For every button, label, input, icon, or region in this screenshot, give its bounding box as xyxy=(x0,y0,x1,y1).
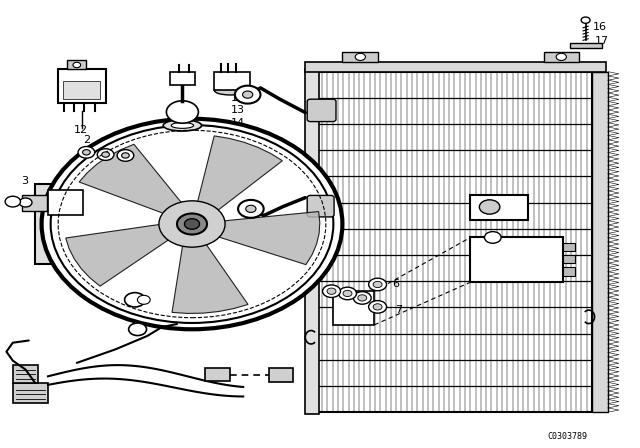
Circle shape xyxy=(373,304,382,310)
Ellipse shape xyxy=(163,120,202,131)
Polygon shape xyxy=(79,144,188,218)
Polygon shape xyxy=(207,211,320,265)
Circle shape xyxy=(327,288,336,294)
Circle shape xyxy=(5,196,20,207)
Bar xyxy=(305,69,319,414)
Circle shape xyxy=(238,200,264,218)
FancyBboxPatch shape xyxy=(307,99,336,121)
Bar xyxy=(67,60,86,69)
Ellipse shape xyxy=(214,86,246,95)
Circle shape xyxy=(102,152,109,157)
Circle shape xyxy=(243,91,253,98)
Circle shape xyxy=(159,201,225,247)
Text: 13: 13 xyxy=(230,105,244,115)
Bar xyxy=(333,291,374,325)
Bar xyxy=(563,267,575,276)
Circle shape xyxy=(339,287,356,300)
Circle shape xyxy=(479,200,500,214)
Text: 8: 8 xyxy=(372,300,380,310)
Bar xyxy=(205,368,230,381)
Bar xyxy=(13,383,48,403)
Bar xyxy=(63,81,100,99)
Circle shape xyxy=(78,146,95,158)
Circle shape xyxy=(166,101,198,123)
Text: C0303789: C0303789 xyxy=(547,432,588,441)
Circle shape xyxy=(355,53,365,60)
Text: 16: 16 xyxy=(593,22,607,32)
Circle shape xyxy=(484,232,501,243)
Bar xyxy=(305,62,606,72)
Circle shape xyxy=(177,213,207,235)
Circle shape xyxy=(184,219,200,229)
Circle shape xyxy=(122,153,129,158)
Circle shape xyxy=(138,295,150,304)
Circle shape xyxy=(125,293,145,307)
Circle shape xyxy=(373,281,382,288)
Bar xyxy=(563,243,575,251)
Text: 17: 17 xyxy=(595,36,609,46)
Text: 7: 7 xyxy=(395,305,402,315)
Circle shape xyxy=(97,149,114,160)
Polygon shape xyxy=(172,236,248,314)
Circle shape xyxy=(581,17,590,23)
Text: 12: 12 xyxy=(74,125,88,135)
Text: 9: 9 xyxy=(355,295,362,305)
Circle shape xyxy=(358,295,367,301)
Bar xyxy=(563,255,575,263)
Ellipse shape xyxy=(172,123,194,128)
Text: 5: 5 xyxy=(122,138,129,148)
Circle shape xyxy=(369,278,387,291)
Text: 2: 2 xyxy=(83,135,90,145)
Bar xyxy=(470,195,528,220)
Circle shape xyxy=(42,119,342,329)
Text: 15: 15 xyxy=(230,93,244,103)
Circle shape xyxy=(117,150,134,161)
Bar xyxy=(58,69,106,103)
Circle shape xyxy=(556,53,566,60)
Bar xyxy=(269,368,293,382)
Circle shape xyxy=(246,205,256,212)
Bar xyxy=(48,190,83,215)
Circle shape xyxy=(83,150,90,155)
Circle shape xyxy=(19,198,32,207)
Bar xyxy=(317,72,592,412)
Bar xyxy=(35,184,51,264)
Circle shape xyxy=(73,62,81,68)
Text: 14: 14 xyxy=(230,118,244,128)
Text: 19: 19 xyxy=(506,250,520,260)
Circle shape xyxy=(343,290,352,297)
Bar xyxy=(170,72,195,85)
Text: 6: 6 xyxy=(392,280,399,289)
FancyBboxPatch shape xyxy=(307,195,334,217)
Bar xyxy=(214,72,250,90)
Circle shape xyxy=(129,323,147,336)
Bar xyxy=(342,52,378,62)
Text: 11: 11 xyxy=(143,239,157,249)
Polygon shape xyxy=(195,136,282,217)
Text: 3: 3 xyxy=(21,177,28,186)
Polygon shape xyxy=(66,223,178,286)
Circle shape xyxy=(353,292,371,304)
Bar xyxy=(544,52,579,62)
Circle shape xyxy=(51,125,333,323)
Text: 4: 4 xyxy=(108,150,116,159)
Text: 2: 2 xyxy=(89,150,97,159)
Bar xyxy=(592,72,608,412)
Text: 3: 3 xyxy=(195,320,202,330)
Bar xyxy=(470,237,563,282)
Bar xyxy=(13,365,38,383)
Circle shape xyxy=(235,86,260,103)
Circle shape xyxy=(369,301,387,313)
Circle shape xyxy=(323,285,340,297)
Bar xyxy=(22,195,47,211)
Text: 18: 18 xyxy=(493,199,507,209)
Text: 5: 5 xyxy=(130,150,136,159)
Text: 4: 4 xyxy=(102,138,109,147)
Bar xyxy=(570,43,602,48)
Text: 10: 10 xyxy=(338,291,352,301)
